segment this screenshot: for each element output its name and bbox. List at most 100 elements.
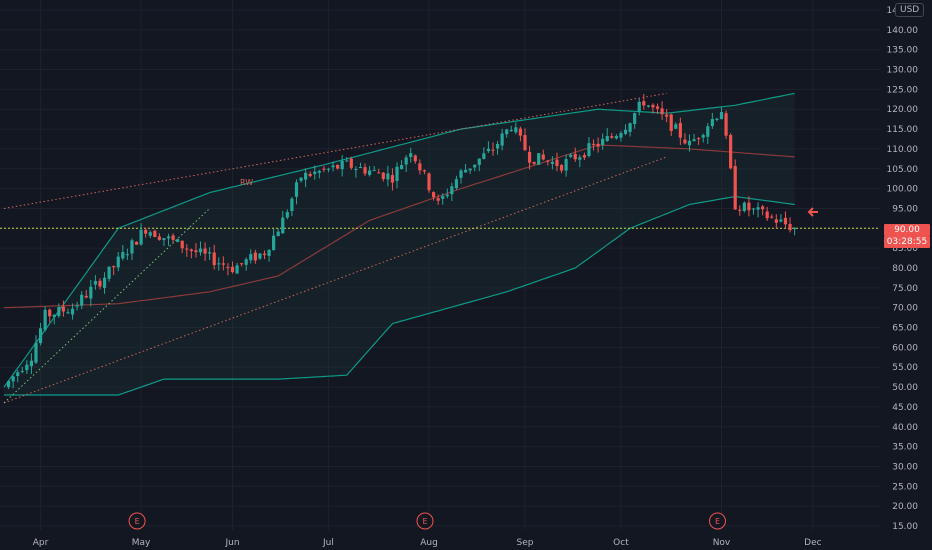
price-tick-label: 135.00: [887, 46, 919, 56]
price-axis[interactable]: 15.00 20.00 25.00 30.00 35.00 40.00 45.00 50.00…: [887, 6, 919, 532]
candle-body: [112, 266, 116, 268]
candle-body: [445, 194, 449, 197]
candle-body: [25, 364, 29, 371]
candle-body: [665, 114, 669, 117]
candle-body: [532, 161, 536, 164]
candle-body: [491, 149, 495, 151]
candle-body: [555, 159, 559, 167]
earnings-marker-label: E: [135, 517, 140, 526]
candle-body: [486, 148, 491, 152]
candle-body: [541, 154, 545, 160]
earnings-marker: [128, 512, 146, 530]
candle-body: [6, 381, 11, 388]
candle-body: [751, 208, 756, 210]
trend-line: [3, 92, 667, 209]
candle-body: [317, 170, 321, 173]
candle-body: [139, 229, 143, 245]
month-tick-label: Jun: [224, 538, 239, 548]
middle-band-line: [3, 144, 795, 309]
candle-body: [134, 241, 139, 245]
candle-body: [217, 263, 221, 265]
candle-body: [633, 113, 637, 125]
candle-body: [564, 159, 568, 171]
candle-body: [509, 129, 513, 131]
month-tick-label: Nov: [713, 538, 731, 548]
candle-body: [148, 232, 152, 236]
trend-line: [3, 156, 667, 404]
candle-body: [404, 157, 408, 165]
price-tick-label: 115.00: [887, 125, 919, 135]
candle-body: [358, 167, 363, 169]
time-axis[interactable]: Apr May Jun Jul Aug Sep Oct Nov Dec: [33, 538, 822, 548]
earnings-marker: [416, 512, 434, 530]
candle-body: [573, 153, 577, 160]
currency-badge[interactable]: USD: [895, 3, 925, 17]
candle-body: [157, 236, 161, 240]
candle-body: [770, 216, 774, 218]
candle-body: [98, 280, 102, 287]
price-tick-label: 30.00: [892, 462, 918, 472]
drawing-label: RW: [240, 178, 253, 187]
candle-body: [29, 360, 34, 367]
band-fill: [4, 93, 795, 396]
candle-body: [57, 307, 61, 317]
price-tick-label: 70.00: [892, 304, 918, 314]
candle-body: [687, 140, 692, 146]
candle-body: [20, 370, 24, 372]
earnings-marker-label: E: [422, 517, 427, 526]
month-tick-label: Apr: [33, 538, 49, 548]
candle-body: [450, 186, 454, 195]
candle-body: [276, 231, 280, 237]
candle-body: [212, 252, 216, 266]
candle-body: [253, 252, 257, 261]
candle-body: [299, 177, 303, 181]
candle-body: [249, 254, 253, 261]
candle-body: [262, 253, 267, 256]
candle-body: [390, 175, 395, 183]
candle-body: [619, 133, 623, 138]
candle-body: [294, 182, 299, 197]
price-tick-label: 35.00: [892, 443, 918, 453]
candle-body: [422, 170, 427, 172]
candle-body: [130, 240, 134, 254]
candle-body: [596, 143, 600, 147]
candle-body: [258, 253, 262, 259]
candle-body: [418, 163, 422, 171]
price-tick-label: 60.00: [892, 343, 918, 353]
candle-body: [413, 155, 417, 162]
candle-body: [463, 169, 468, 173]
candle-body: [372, 170, 376, 172]
candle-body: [194, 250, 198, 253]
price-tick-label: 45.00: [892, 403, 918, 413]
candle-body: [646, 105, 650, 107]
candle-body: [377, 172, 381, 174]
candle-body: [208, 252, 212, 254]
candle-body: [304, 172, 308, 180]
candle-body: [637, 101, 641, 112]
candle-body: [363, 167, 367, 174]
candle-body: [642, 101, 646, 106]
candle-body: [244, 259, 248, 265]
current-price-label: 90.00: [884, 224, 930, 236]
candle-body: [240, 263, 244, 265]
month-tick-label: Dec: [804, 538, 821, 548]
price-tick-label: 125.00: [887, 85, 919, 95]
candle-body: [322, 168, 326, 170]
price-tick-label: 50.00: [892, 383, 918, 393]
candle-body: [285, 212, 289, 218]
month-tick-label: Oct: [613, 538, 629, 548]
candle-body: [628, 123, 632, 132]
candle-body: [715, 118, 719, 120]
candle-body: [747, 202, 751, 211]
candle-body: [587, 143, 591, 156]
month-tick-label: Aug: [420, 538, 438, 548]
candle-body: [454, 179, 459, 189]
candle-body: [61, 306, 66, 312]
candle-body: [107, 266, 111, 279]
candle-body: [605, 135, 609, 142]
candle-body: [724, 113, 728, 136]
candle-body: [761, 206, 765, 210]
candle-body: [706, 126, 710, 137]
